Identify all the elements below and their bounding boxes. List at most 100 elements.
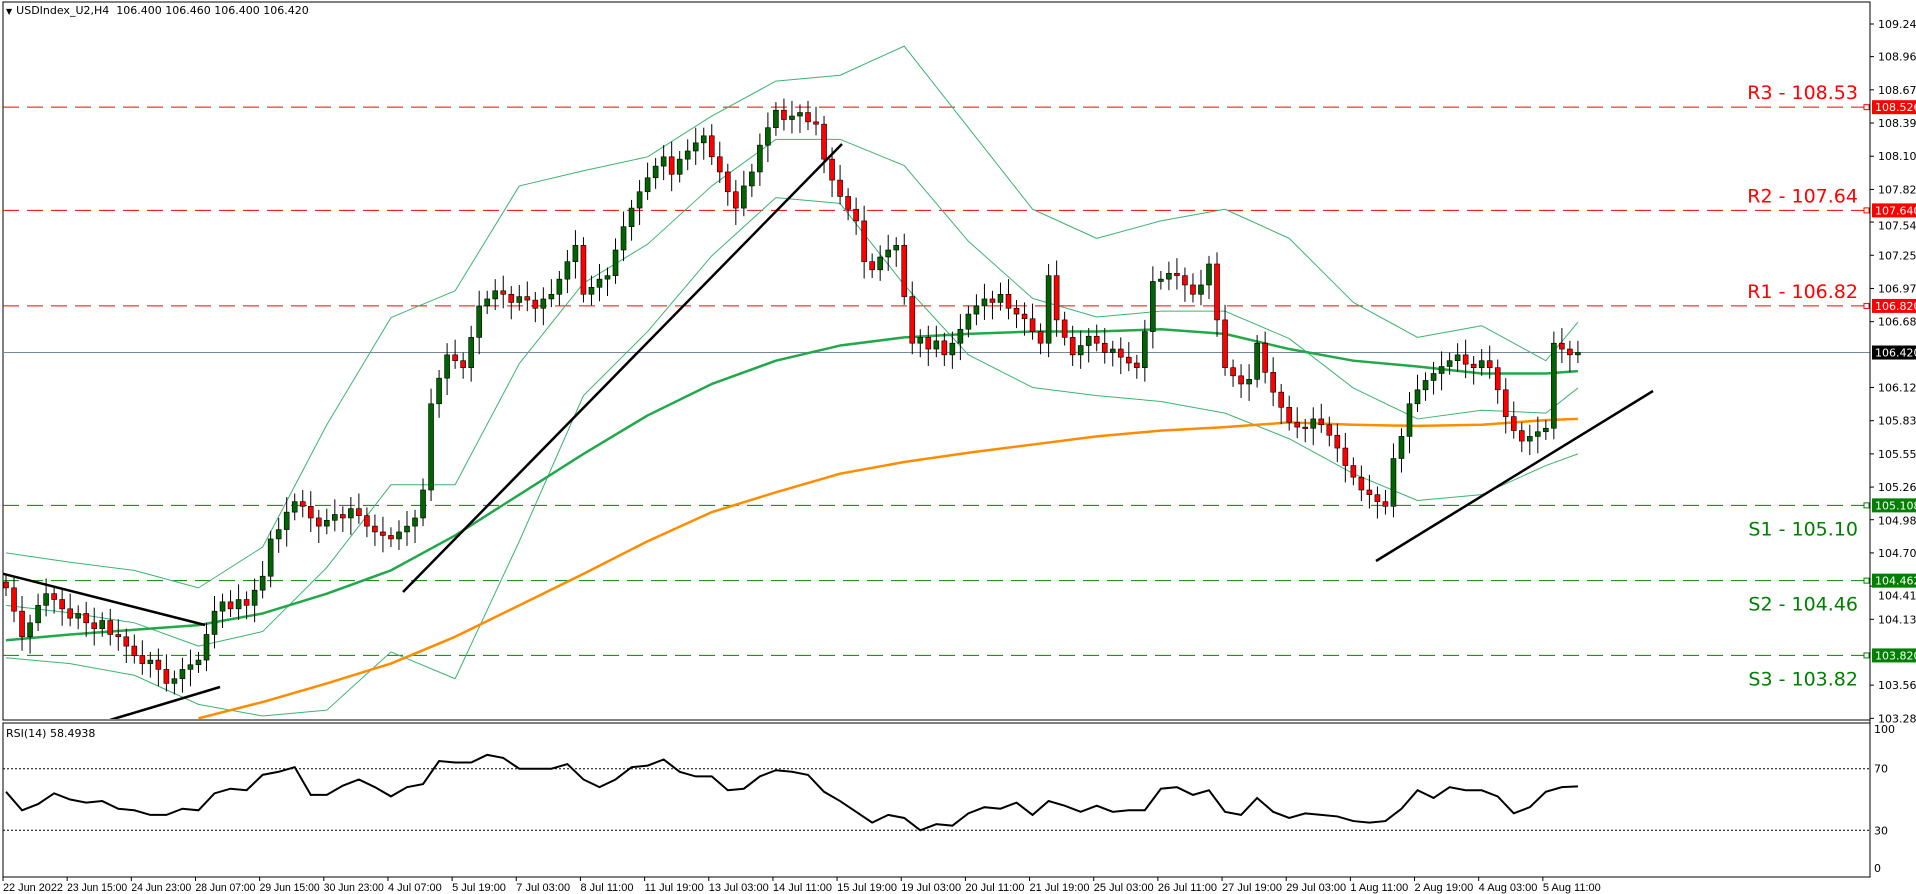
candle-body — [837, 179, 843, 197]
candle — [692, 127, 699, 165]
candle-body — [1182, 275, 1188, 286]
candle-body — [267, 538, 274, 577]
candle — [227, 590, 234, 617]
candle-body — [1310, 418, 1317, 429]
candle-body — [380, 531, 386, 536]
price-tick-label: 105.550 — [1878, 448, 1916, 461]
candle-body — [348, 508, 354, 519]
candle — [1382, 490, 1389, 515]
candle-body — [885, 249, 892, 258]
candle-body — [428, 403, 434, 491]
price-tick-label: 103.565 — [1878, 679, 1916, 692]
candle — [35, 593, 41, 631]
candle — [307, 491, 314, 532]
candle — [1510, 401, 1517, 439]
candle-body — [500, 290, 507, 295]
candle — [1342, 432, 1349, 483]
candle — [1286, 395, 1292, 431]
candle-body — [1053, 275, 1060, 321]
candle — [1166, 261, 1172, 291]
level-price-tag-label: 108.526 — [1875, 101, 1916, 114]
level-price-tag-label: 106.820 — [1875, 300, 1916, 313]
candle — [1318, 403, 1325, 433]
candle-body — [564, 261, 571, 280]
candle — [1077, 330, 1084, 369]
candle-body — [1390, 458, 1397, 507]
level-handle-icon — [1863, 207, 1870, 214]
candle — [428, 388, 434, 502]
candle-body — [187, 664, 194, 670]
candle-body — [1382, 501, 1389, 507]
price-tick-label: 107.540 — [1878, 219, 1916, 232]
price-tick-label: 104.700 — [1878, 547, 1916, 560]
candle — [837, 164, 843, 205]
candle-body — [668, 156, 675, 175]
price-tick-label: 103.280 — [1878, 712, 1916, 725]
candle — [741, 170, 747, 217]
candle — [813, 106, 819, 136]
candle — [1150, 266, 1156, 349]
candle — [404, 510, 410, 546]
candle — [348, 496, 354, 535]
candle-body — [1206, 263, 1212, 286]
candle-body — [757, 144, 763, 173]
candle-body — [275, 529, 282, 540]
candle — [973, 294, 980, 326]
candle — [620, 211, 627, 262]
candle-body — [636, 191, 643, 209]
collapse-triangle-icon[interactable]: ▼ — [6, 7, 13, 16]
candle — [299, 490, 306, 518]
price-tick-label: 104.130 — [1878, 613, 1916, 626]
candle-body — [476, 305, 482, 338]
candle — [388, 527, 394, 548]
candle — [1551, 331, 1557, 440]
time-tick-label: 7 Jul 03:00 — [516, 882, 570, 894]
candle — [171, 670, 178, 695]
candle — [1543, 420, 1549, 440]
time-tick-label: 20 Jul 11:00 — [965, 882, 1024, 894]
candle-body — [1045, 275, 1052, 344]
level-lines: R3 - 108.53 R2 - 107.64 R1 - 106.82 S1 - 10… — [3, 82, 1870, 690]
time-tick-label: 19 Jul 03:00 — [901, 882, 961, 894]
bollinger-lower-line — [5, 197, 1579, 717]
candle-body — [949, 342, 956, 356]
candle — [1390, 443, 1397, 518]
candle-body — [179, 669, 186, 680]
candle-body — [588, 286, 595, 295]
candle-body — [733, 191, 739, 209]
candle — [364, 507, 370, 538]
candle-body — [909, 296, 916, 344]
candle — [452, 339, 458, 369]
candle — [332, 499, 338, 532]
candle-body — [1069, 337, 1076, 356]
candle-body — [524, 296, 531, 301]
candle — [789, 100, 795, 134]
candle — [941, 332, 948, 366]
candle — [805, 100, 811, 131]
candle-body — [1013, 307, 1020, 315]
level-price-tag-label: 103.820 — [1875, 649, 1916, 662]
candle-body — [227, 601, 234, 610]
price-tick-label: 105.265 — [1878, 481, 1916, 494]
rsi-label: RSI(14) 58.4938 — [6, 727, 96, 740]
candle-body — [83, 613, 89, 624]
candle — [420, 478, 426, 527]
candle-body — [548, 293, 555, 300]
candle — [139, 640, 146, 675]
candle — [107, 608, 114, 646]
candle — [243, 591, 250, 620]
candle — [115, 619, 122, 651]
candle — [412, 509, 418, 544]
candle — [1230, 359, 1236, 387]
candle-body — [1126, 356, 1132, 364]
candle-body — [692, 142, 699, 152]
candle — [1486, 345, 1493, 379]
candle-body — [1559, 342, 1565, 350]
candle-body — [1318, 418, 1325, 426]
candle — [163, 654, 170, 692]
level-price-tag — [1872, 298, 1916, 313]
candle-body — [1262, 342, 1268, 373]
candle — [444, 343, 450, 396]
candle-body — [1117, 348, 1124, 358]
